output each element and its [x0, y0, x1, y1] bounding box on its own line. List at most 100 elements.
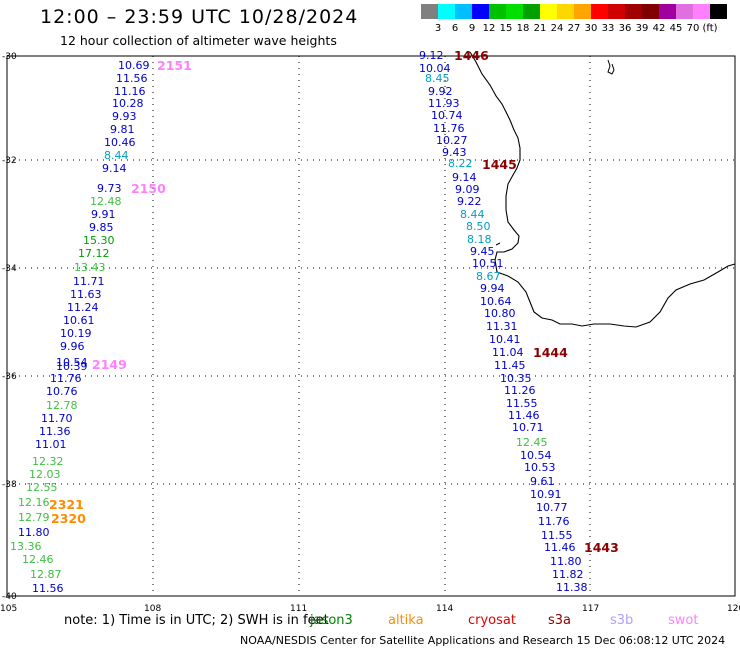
- scale-swatch: [574, 4, 591, 19]
- lat-label: -34: [2, 264, 17, 274]
- west-track-value: 17.12: [78, 247, 110, 260]
- page-subtitle: 12 hour collection of altimeter wave hei…: [60, 33, 337, 48]
- small-island-marker: [607, 59, 615, 75]
- pass-label: 2149: [92, 357, 127, 372]
- west-track-value: 13.36: [10, 540, 42, 553]
- scale-swatch: [421, 4, 438, 19]
- east-track-value: 10.80: [484, 307, 516, 320]
- west-track-value: 12.78: [46, 399, 78, 412]
- east-track-value: 9.09: [455, 183, 480, 196]
- scale-label: 27: [567, 23, 581, 34]
- west-track-value: 11.36: [39, 425, 71, 438]
- west-track-value: 11.01: [35, 438, 67, 451]
- scale-swatch: [710, 4, 727, 19]
- west-track-value: 10.54: [56, 356, 88, 369]
- scale-label: 39: [635, 23, 649, 34]
- west-track-value: 15.30: [83, 234, 115, 247]
- scale-swatch: [642, 4, 659, 19]
- east-track-value: 8.50: [466, 220, 491, 233]
- pass-label: 2321: [49, 497, 84, 512]
- satellite-legend-item: cryosat: [468, 613, 516, 628]
- west-track-value: 10.19: [60, 327, 92, 340]
- west-track-value: 9.93: [112, 110, 137, 123]
- east-track-value: 10.91: [530, 488, 562, 501]
- lat-label: -38: [2, 480, 17, 490]
- east-track-value: 10.54: [520, 449, 552, 462]
- east-track-value: 9.22: [457, 195, 482, 208]
- west-track-value: 11.70: [41, 412, 73, 425]
- pass-label: 1443: [584, 540, 619, 555]
- east-track-value: 11.76: [538, 515, 570, 528]
- east-track-value: 12.45: [516, 436, 548, 449]
- east-track-value: 9.94: [480, 282, 505, 295]
- scale-label: 21: [533, 23, 547, 34]
- west-track-value: 10.46: [104, 136, 136, 149]
- pass-label: 1446: [454, 48, 489, 63]
- east-track-value: 11.80: [550, 555, 582, 568]
- west-track-value: 11.71: [73, 275, 105, 288]
- lon-label: 111: [290, 604, 308, 614]
- west-track-value: 10.28: [112, 97, 144, 110]
- pass-label: 1445: [482, 157, 517, 172]
- scale-label: 24: [550, 23, 564, 34]
- west-track-value: 9.73: [97, 182, 122, 195]
- scale-swatch: [540, 4, 557, 19]
- west-track-value: 9.96: [60, 340, 85, 353]
- east-track-value: 10.53: [524, 461, 556, 474]
- west-track-value: 10.76: [46, 385, 78, 398]
- scale-label: 45: [669, 23, 683, 34]
- scale-swatch: [523, 4, 540, 19]
- east-track-value: 10.51: [472, 257, 504, 270]
- satellite-legend-item: jason3: [310, 613, 353, 628]
- scale-label: (ft): [702, 23, 718, 34]
- scale-swatch: [693, 4, 710, 19]
- west-track-value: 12.87: [30, 568, 62, 581]
- east-track-value: 10.77: [536, 501, 568, 514]
- east-track-value: 9.61: [530, 475, 555, 488]
- lat-label: -36: [2, 372, 17, 382]
- scale-swatch: [608, 4, 625, 19]
- east-track-value: 9.12: [419, 49, 444, 62]
- scale-swatch: [455, 4, 472, 19]
- scale-label: 33: [601, 23, 615, 34]
- satellite-legend-item: swot: [668, 613, 699, 628]
- footer-credit: NOAA/NESDIS Center for Satellite Applica…: [240, 634, 726, 647]
- footer-note: note: 1) Time is in UTC; 2) SWH is in fe…: [64, 613, 329, 628]
- west-track-value: 11.56: [32, 582, 64, 595]
- east-track-value: 8.18: [467, 233, 492, 246]
- scale-label: 36: [618, 23, 632, 34]
- east-track-value: 8.45: [425, 72, 450, 85]
- scale-label: 6: [451, 23, 459, 34]
- pass-label: 2320: [51, 511, 86, 526]
- east-track-value: 8.44: [460, 208, 485, 221]
- lon-label: 105: [0, 604, 18, 614]
- pass-label: 2151: [157, 58, 192, 73]
- scale-swatch: [659, 4, 676, 19]
- australia-coastline: [469, 51, 736, 328]
- rottnest-island: [495, 242, 501, 246]
- east-track-value: 11.55: [541, 529, 573, 542]
- scale-label: 15: [499, 23, 513, 34]
- east-track-value: 9.92: [428, 85, 453, 98]
- scale-swatch: [438, 4, 455, 19]
- scale-swatch: [625, 4, 642, 19]
- west-track-value: 12.55: [26, 481, 58, 494]
- east-track-value: 11.45: [494, 359, 526, 372]
- scale-swatch: [676, 4, 693, 19]
- east-track-value: 8.67: [476, 270, 501, 283]
- east-track-value: 11.46: [544, 541, 576, 554]
- east-track-value: 9.43: [442, 146, 467, 159]
- east-track-value: 10.71: [512, 421, 544, 434]
- scale-swatch: [591, 4, 608, 19]
- west-track-value: 9.81: [110, 123, 135, 136]
- scale-swatch: [489, 4, 506, 19]
- scale-swatch: [472, 4, 489, 19]
- east-track-value: 10.74: [431, 109, 463, 122]
- scale-label: 30: [584, 23, 598, 34]
- west-track-value: 12.03: [29, 468, 61, 481]
- west-track-value: 9.91: [91, 208, 116, 221]
- west-track-value: 12.46: [22, 553, 54, 566]
- lon-label: 114: [436, 604, 454, 614]
- west-track-value: 11.76: [50, 372, 82, 385]
- satellite-legend-item: s3a: [548, 613, 572, 628]
